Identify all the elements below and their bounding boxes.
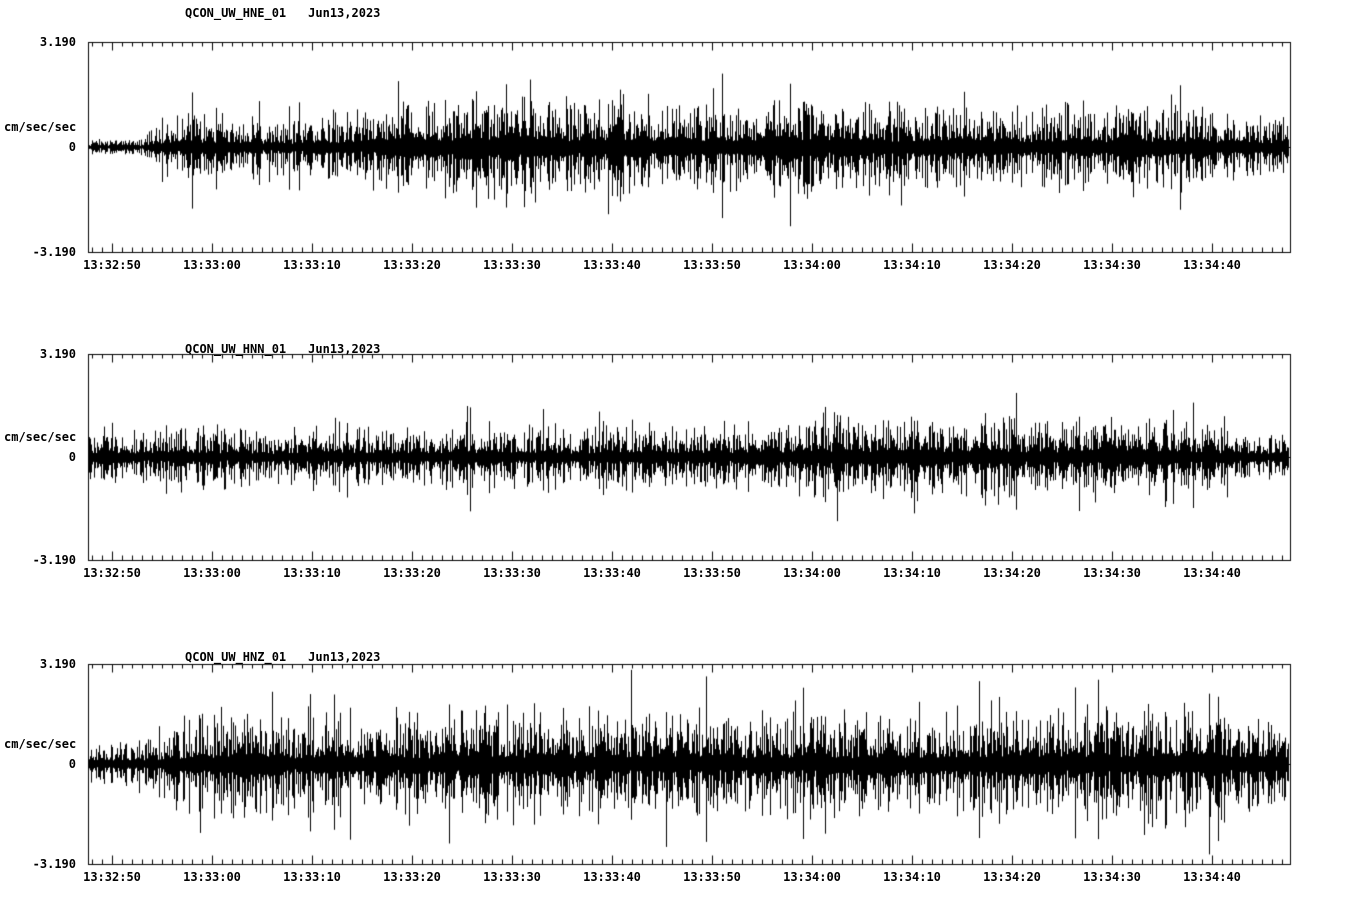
x-tick-label: 13:33:20 [383,870,441,884]
trace-title-hnz: QCON_UW_HNZ_01 Jun13,2023 [185,650,380,664]
y-max-label: 3.190 [39,347,76,361]
date-label: Jun13,2023 [308,6,381,20]
x-tick-label: 13:33:30 [483,566,541,580]
x-tick-label: 13:33:10 [283,566,341,580]
x-tick-label: 13:33:50 [683,870,741,884]
x-tick-label: 13:34:30 [1083,566,1141,580]
y-zero-label: 0 [68,450,76,464]
x-tick-label: 13:34:00 [783,258,841,272]
x-tick-label: 13:33:20 [383,566,441,580]
x-tick-label: 13:33:40 [583,566,641,580]
date-label: Jun13,2023 [308,650,381,664]
y-min-label: -3.190 [32,245,76,259]
x-tick-label: 13:34:10 [883,870,941,884]
y-axis-units-label: cm/sec/sec [4,430,77,444]
x-tick-label: 13:34:20 [983,870,1041,884]
y-min-label: -3.190 [32,857,76,871]
y-axis-units-label: cm/sec/sec [4,737,77,751]
y-max-label: 3.190 [39,35,76,49]
y-min-label: -3.190 [32,553,76,567]
station-channel-label: QCON_UW_HNN_01 [185,342,287,356]
x-tick-label: 13:33:40 [583,258,641,272]
x-tick-label: 13:33:00 [183,258,241,272]
x-tick-label: 13:33:10 [283,258,341,272]
station-channel-label: QCON_UW_HNZ_01 [185,650,287,664]
x-tick-label: 13:33:40 [583,870,641,884]
x-tick-label: 13:34:20 [983,566,1041,580]
x-tick-label: 13:34:40 [1183,566,1241,580]
y-max-label: 3.190 [39,657,76,671]
x-tick-label: 13:34:30 [1083,870,1141,884]
x-tick-label: 13:33:10 [283,870,341,884]
x-tick-label: 13:34:10 [883,566,941,580]
x-tick-label: 13:33:30 [483,870,541,884]
x-tick-label: 13:33:00 [183,870,241,884]
x-tick-label: 13:32:50 [83,258,141,272]
y-zero-label: 0 [68,140,76,154]
x-tick-label: 13:34:00 [783,566,841,580]
x-tick-label: 13:34:10 [883,258,941,272]
x-tick-label: 13:33:50 [683,258,741,272]
x-tick-label: 13:33:50 [683,566,741,580]
y-zero-label: 0 [68,757,76,771]
date-label: Jun13,2023 [308,342,381,356]
x-tick-label: 13:34:00 [783,870,841,884]
x-tick-label: 13:33:00 [183,566,241,580]
x-tick-label: 13:33:30 [483,258,541,272]
trace-title-hne: QCON_UW_HNE_01 Jun13,2023 [185,6,380,20]
x-tick-label: 13:32:50 [83,870,141,884]
x-tick-label: 13:33:20 [383,258,441,272]
x-tick-label: 13:34:20 [983,258,1041,272]
x-tick-label: 13:34:30 [1083,258,1141,272]
y-axis-units-label: cm/sec/sec [4,120,77,134]
station-channel-label: QCON_UW_HNE_01 [185,6,287,20]
x-tick-label: 13:34:40 [1183,258,1241,272]
trace-title-hnn: QCON_UW_HNN_01 Jun13,2023 [185,342,380,356]
x-tick-label: 13:32:50 [83,566,141,580]
x-tick-label: 13:34:40 [1183,870,1241,884]
